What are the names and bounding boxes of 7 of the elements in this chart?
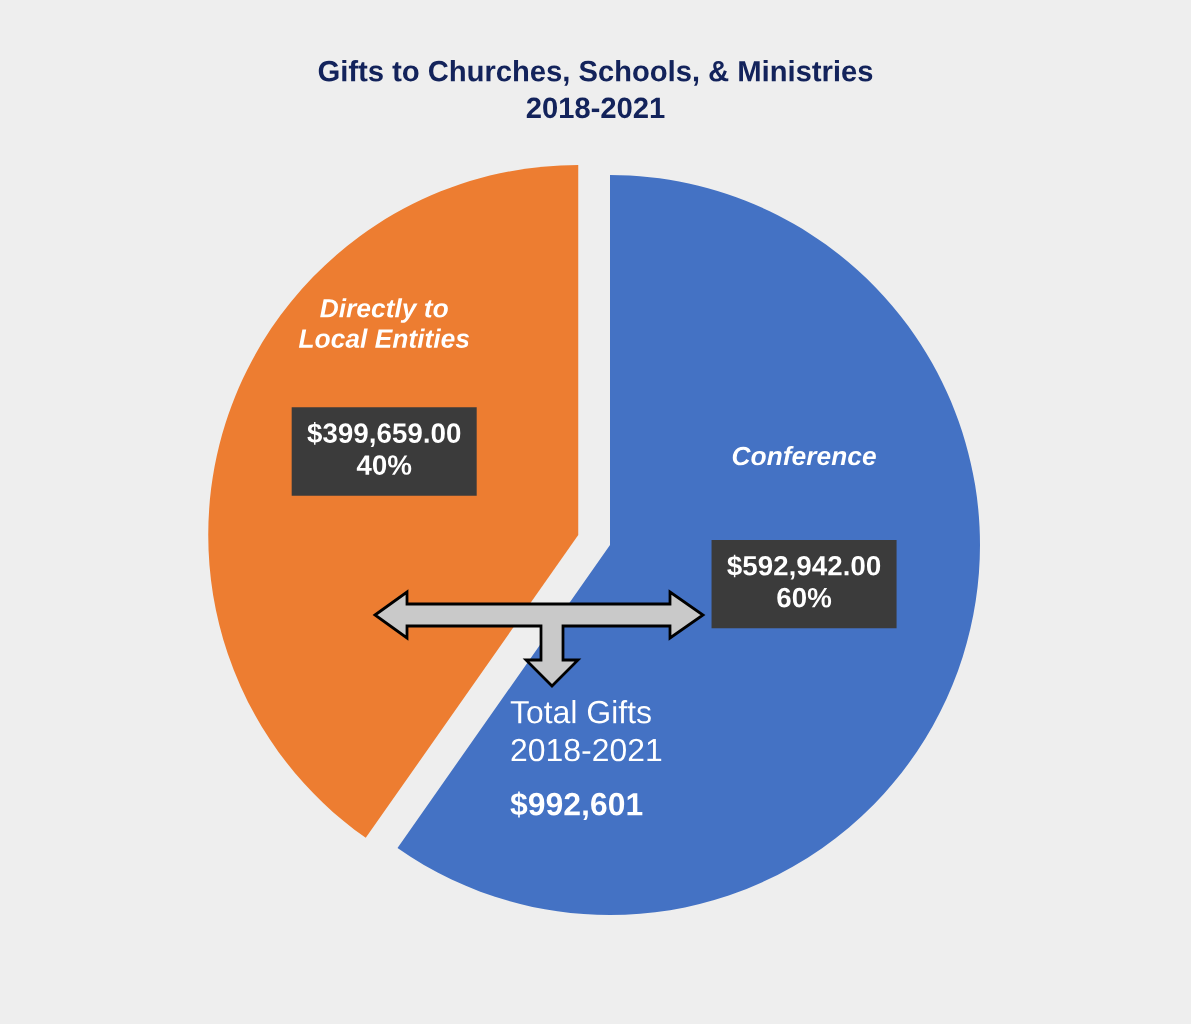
data-label: $399,659.00 40% xyxy=(307,422,461,475)
text: $992,601 xyxy=(510,791,643,821)
slice-label: Conference xyxy=(732,445,876,466)
slice-label: Directly to Local Entities xyxy=(298,298,470,348)
data-label: $592,942.00 60% xyxy=(727,554,881,608)
text: Total Gifts 2018-2021 xyxy=(510,700,662,762)
chart-title: Gifts to Churches, Schools, & Ministries 2018-2021 xyxy=(318,60,873,119)
